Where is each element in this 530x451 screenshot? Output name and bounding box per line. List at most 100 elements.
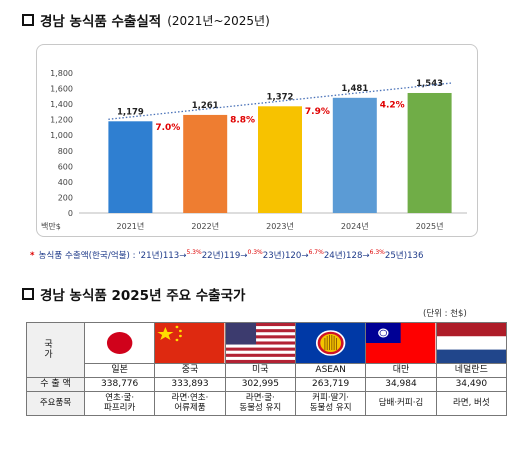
note-part: 23년)120→ bbox=[262, 251, 309, 261]
note-growth: 6.7% bbox=[308, 249, 324, 256]
x-tick-label: 2024년 bbox=[341, 221, 369, 231]
y-tick-label: 600 bbox=[58, 162, 73, 171]
note-part: '21년)113→ bbox=[138, 251, 187, 261]
main-products: 커피·딸기· 동물성 유지 bbox=[294, 391, 367, 416]
chart-title-sub: (2021년~2025년) bbox=[167, 13, 270, 28]
bar-value-label: 1,261 bbox=[192, 101, 219, 111]
country-name: 네덜란드 bbox=[435, 363, 508, 378]
chart-section-title: 경남 농식품 수출실적 (2021년~2025년) bbox=[22, 10, 270, 30]
note-growth: 5.3% bbox=[186, 249, 202, 256]
bar-value-label: 1,481 bbox=[341, 84, 368, 94]
growth-rate-label: 8.8% bbox=[230, 116, 255, 126]
y-tick-label: 1,800 bbox=[50, 69, 73, 78]
table-row: 주요품목 연초·굴· 파프리카 라면·연초· 어류제품 라면·굴· 동물성 유지 커피… bbox=[26, 391, 508, 416]
x-tick-label: 2022년 bbox=[191, 221, 219, 231]
y-tick-label: 1,400 bbox=[50, 100, 73, 109]
product-line: 라면·연초· bbox=[171, 392, 209, 403]
country-name: 중국 bbox=[154, 363, 226, 378]
country-name: ASEAN bbox=[294, 363, 367, 378]
y-tick-label: 200 bbox=[58, 193, 73, 202]
trend-line bbox=[108, 82, 452, 120]
japan-flag-cell bbox=[83, 322, 156, 364]
y-tick-label: 400 bbox=[58, 178, 73, 187]
export-bar-chart: 0 200 400 600 800 1,000 1,200 1,400 1,600 1,800 백만… bbox=[41, 69, 467, 231]
bar-value-label: 1,372 bbox=[267, 92, 294, 102]
taiwan-flag-icon bbox=[366, 323, 436, 363]
product-line: 동물성 유지 bbox=[239, 402, 282, 413]
note-lead: 농식품 수출액(한국/억불) : bbox=[38, 251, 139, 261]
product-line: 동물성 유지 bbox=[309, 402, 352, 413]
y-tick-label: 800 bbox=[58, 147, 73, 156]
product-line: 파프리카 bbox=[104, 402, 136, 413]
x-tick-label: 2021년 bbox=[117, 221, 145, 231]
checkbox-square-icon bbox=[22, 14, 34, 26]
main-products: 라면·연초· 어류제품 bbox=[154, 391, 226, 416]
bar-value-label: 1,179 bbox=[117, 107, 144, 117]
main-products: 라면, 버섯 bbox=[435, 391, 508, 416]
y-tick-label: 0 bbox=[68, 209, 73, 218]
y-axis-label: 백만$ bbox=[41, 221, 61, 231]
row-header-amount: 수 출 액 bbox=[26, 377, 85, 392]
bar bbox=[407, 92, 452, 213]
note-part: 22년)119→ bbox=[201, 251, 248, 261]
growth-rate-label: 7.0% bbox=[155, 123, 180, 133]
checkbox-square-icon bbox=[22, 288, 34, 300]
bar bbox=[332, 97, 377, 213]
product-line: 담배·커피·김 bbox=[378, 397, 424, 408]
product-line: 연초·굴· bbox=[105, 392, 135, 403]
country-name: 대만 bbox=[365, 363, 437, 378]
asean-flag-cell bbox=[294, 322, 367, 364]
usa-flag-cell bbox=[224, 322, 296, 364]
export-amount: 333,893 bbox=[154, 377, 226, 392]
export-amount: 302,995 bbox=[224, 377, 296, 392]
export-amount: 263,719 bbox=[294, 377, 367, 392]
unit-label: (단위 : 천$) bbox=[423, 309, 467, 319]
product-line: 라면, 버섯 bbox=[452, 397, 490, 408]
china-flag-icon bbox=[155, 323, 225, 363]
table-row: 수 출 액 338,776 333,893 302,995 263,719 34… bbox=[26, 377, 508, 392]
bar bbox=[258, 106, 302, 213]
country-name: 일본 bbox=[83, 363, 156, 378]
chart-frame: 0 200 400 600 800 1,000 1,200 1,400 1,600 1,800 백만… bbox=[36, 44, 478, 237]
x-tick-label: 2025년 bbox=[416, 221, 444, 231]
note-part: 24년)128→ bbox=[323, 251, 370, 261]
netherlands-flag-icon bbox=[436, 323, 506, 363]
main-products: 연초·굴· 파프리카 bbox=[83, 391, 156, 416]
y-tick-label: 1,600 bbox=[50, 85, 73, 94]
country-name: 미국 bbox=[224, 363, 296, 378]
usa-flag-icon bbox=[225, 323, 295, 363]
y-tick-label: 1,000 bbox=[50, 131, 73, 140]
row-header-country: 국 가 bbox=[26, 322, 85, 378]
note-growth: 6.3% bbox=[369, 249, 385, 256]
asean-flag-icon bbox=[295, 323, 366, 363]
export-amount: 34,490 bbox=[435, 377, 508, 392]
bar bbox=[108, 121, 153, 213]
growth-rate-label: 4.2% bbox=[380, 100, 405, 110]
main-products: 담배·커피·김 bbox=[365, 391, 437, 416]
note-star-icon: * bbox=[30, 251, 35, 261]
table-row: 국 가 bbox=[26, 322, 508, 378]
bar-value-label: 1,543 bbox=[416, 79, 443, 89]
chart-title-main: 경남 농식품 수출실적 bbox=[40, 14, 162, 30]
x-tick-label: 2023년 bbox=[266, 221, 294, 231]
netherlands-flag-cell bbox=[435, 322, 508, 364]
china-flag-cell bbox=[154, 322, 226, 364]
y-tick-label: 1,200 bbox=[50, 116, 73, 125]
export-amount: 34,984 bbox=[365, 377, 437, 392]
product-line: 어류제품 bbox=[174, 402, 206, 413]
bar bbox=[183, 114, 228, 213]
row-header-products: 주요품목 bbox=[26, 391, 85, 416]
export-country-table: 국 가 일본 중국 미국 ASEAN 대만 네덜란드 bbox=[26, 322, 508, 416]
note-part: 25년)136 bbox=[384, 251, 424, 261]
growth-rate-label: 7.9% bbox=[305, 107, 330, 117]
export-amount: 338,776 bbox=[83, 377, 156, 392]
product-line: 라면·굴· bbox=[245, 392, 275, 403]
note-growth: 0.3% bbox=[247, 249, 263, 256]
product-line: 커피·딸기· bbox=[312, 392, 349, 403]
table-section-title: 경남 농식품 2025년 주요 수출국가 bbox=[22, 284, 245, 304]
main-products: 라면·굴· 동물성 유지 bbox=[224, 391, 296, 416]
taiwan-flag-cell bbox=[365, 322, 437, 364]
table-row: 일본 중국 미국 ASEAN 대만 네덜란드 bbox=[27, 363, 508, 378]
table-title-main: 경남 농식품 2025년 주요 수출국가 bbox=[40, 288, 246, 304]
japan-flag-icon bbox=[85, 323, 155, 363]
